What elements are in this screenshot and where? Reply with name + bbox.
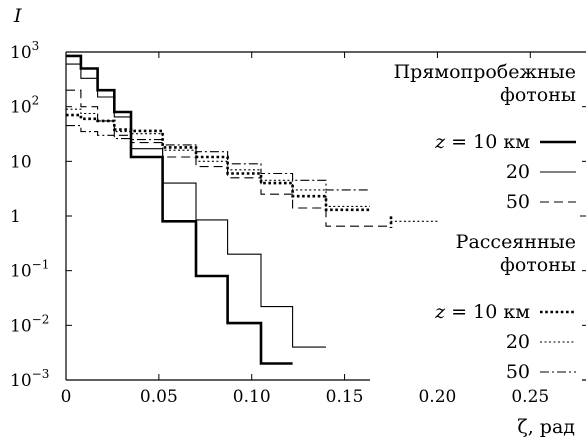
series-scattered-20 xyxy=(66,108,438,222)
legend-background xyxy=(370,228,582,384)
y-tick-label: 102 xyxy=(10,94,39,118)
x-tick-label: 0 xyxy=(61,387,72,407)
legend-entry-label: z = 10 км xyxy=(434,301,530,323)
y-tick-base: 10 xyxy=(10,316,32,336)
y-tick-exponent: 3 xyxy=(32,39,40,53)
axes: 0 0.05 0.10 0.15 0.20 0.2510310210110−110−210… xyxy=(10,39,586,407)
y-tick-label: 10−3 xyxy=(10,367,49,391)
legend-entry-label: 20 xyxy=(506,161,530,183)
series-direct-20 xyxy=(66,63,326,348)
legend-entry-text: 20 xyxy=(506,161,530,183)
x-tick-label: 0.10 xyxy=(233,387,271,407)
y-tick-exponent: −3 xyxy=(32,367,50,381)
series-scattered-50 xyxy=(66,125,438,203)
legend-entry-text: 50 xyxy=(506,191,530,213)
y-tick-label: 103 xyxy=(10,39,39,63)
y-tick-exponent: −2 xyxy=(32,312,50,326)
x-tick-label: 0.15 xyxy=(326,387,364,407)
y-tick-exponent: −1 xyxy=(32,258,50,272)
legend-entry-text: = 10 км xyxy=(445,131,530,153)
x-tick-label: 0.25 xyxy=(511,387,549,407)
y-tick-label: 1 xyxy=(10,207,21,227)
y-axis-label: I xyxy=(13,5,22,27)
x-tick-label: 0.20 xyxy=(418,387,456,407)
y-tick-base: 10 xyxy=(10,262,32,282)
y-tick-base: 1 xyxy=(10,207,21,227)
y-tick-base: 10 xyxy=(10,371,32,391)
legend-entry-label: 50 xyxy=(506,361,530,383)
y-tick-base: 10 xyxy=(10,98,32,118)
legend-entry-text: 50 xyxy=(506,361,530,383)
legend-title-line: Рассеянные xyxy=(456,231,576,253)
y-tick-label: 10 xyxy=(10,152,32,172)
y-tick-label: 10−2 xyxy=(10,312,49,336)
legend-entry-label: 50 xyxy=(506,191,530,213)
legend-entry-text: 20 xyxy=(506,331,530,353)
legend-entry-label: 20 xyxy=(506,331,530,353)
legend-title-line: фотоны xyxy=(500,254,576,276)
legend-entry-text: = 10 км xyxy=(445,301,530,323)
x-tick-label: 0.05 xyxy=(140,387,178,407)
x-axis-label: ζ, рад xyxy=(517,416,575,438)
y-tick-base: 10 xyxy=(10,152,32,172)
legend-title-line: фотоны xyxy=(500,84,576,106)
legend-title-line: Прямопробежные xyxy=(394,61,576,83)
legend-entry-prefix: z xyxy=(434,131,446,153)
y-tick-base: 10 xyxy=(10,43,32,63)
legend-background xyxy=(370,58,582,214)
legend-entry-prefix: z xyxy=(434,301,446,323)
series-direct-10 xyxy=(66,54,293,365)
legend-entry-label: z = 10 км xyxy=(434,131,530,153)
y-tick-label: 10−1 xyxy=(10,258,49,282)
y-tick-exponent: 2 xyxy=(32,94,40,108)
series-layer xyxy=(66,54,438,365)
